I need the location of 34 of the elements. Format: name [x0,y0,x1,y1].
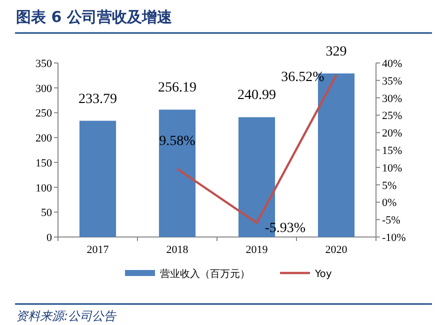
y-tick-label: 350 [36,58,52,70]
y2-tick-label: 5% [382,180,397,192]
y-tick-label: 0 [46,232,52,244]
data-label: 233.79 [78,92,117,107]
y2-tick-label: -10% [382,232,406,244]
x-tick-label: 2018 [166,244,189,256]
y2-tick-label: 35% [382,75,402,88]
y2-tick-label: 25% [382,110,402,122]
y-tick-label: 100 [36,182,52,194]
y2-tick-label: 0% [382,197,397,210]
text: 资料来源:公司公告 [16,309,118,323]
x-tick-label: 2020 [325,244,348,256]
y-tick-label: 300 [36,82,52,95]
bar [158,110,196,237]
data-label: 256.19 [158,80,196,96]
legend-label: 营业收入（百万元） [160,268,250,280]
y2-tick-label: 10% [382,162,402,174]
legend-label: Yoy [314,269,332,280]
y2-tick-label: 20% [382,128,402,140]
y-tick-label: 250 [36,108,52,120]
data-label: 240.99 [238,88,276,104]
y-tick-label: 200 [36,132,52,145]
y2-tick-label: 30% [382,92,402,105]
data-label: 329 [326,44,347,60]
y2-tick-label: 40% [382,58,402,70]
y2-tick-label: -5% [382,214,400,227]
x-tick-label: 2019 [246,244,268,256]
chart-title: 图表 6 公司营收及增速 [16,8,173,26]
y-tick-label: 50 [41,207,52,220]
bar [79,120,116,237]
x-tick-label: 2017 [86,244,110,256]
y-tick-label: 150 [36,157,52,170]
data-label: 9.58% [159,134,196,149]
y2-tick-label: 15% [382,145,402,157]
